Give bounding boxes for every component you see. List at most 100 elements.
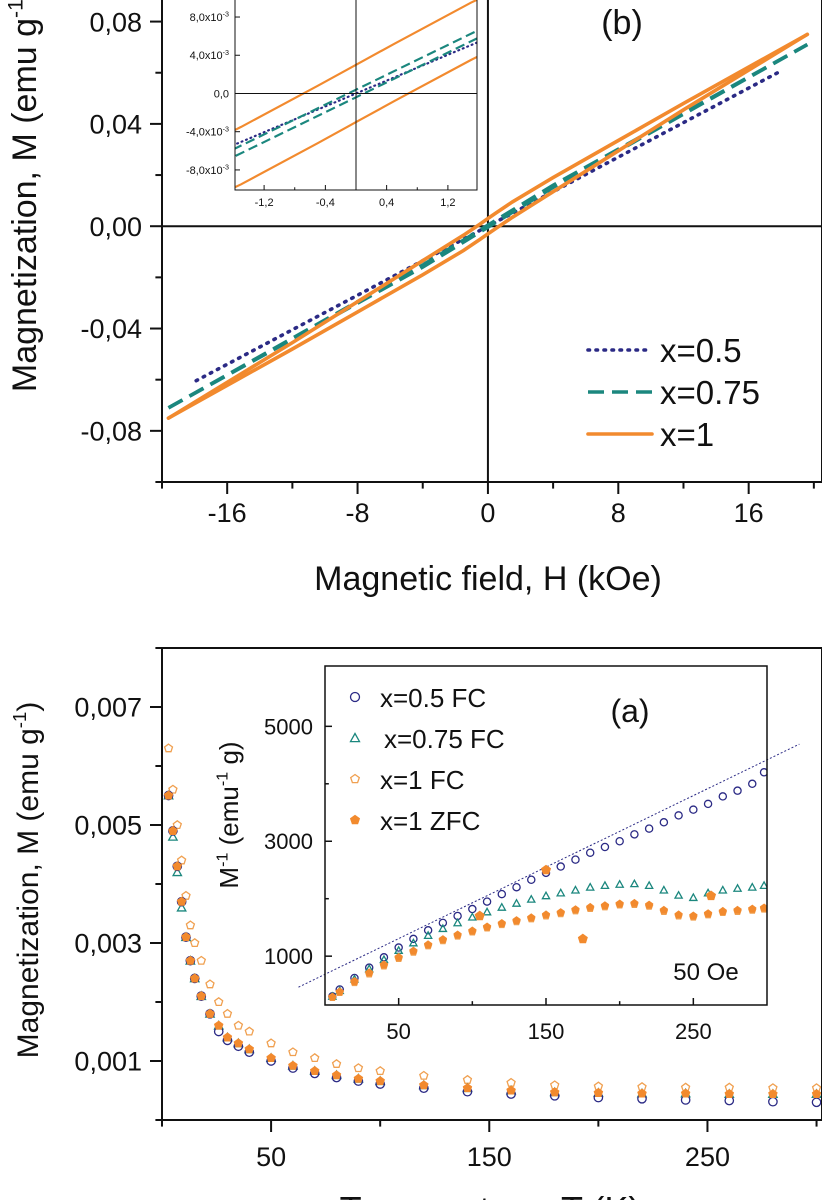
point-x=1 ZFC [189,973,200,983]
legend: x=0.5 x=0.75 x=1 [586,332,760,453]
label-part: Magnetization, M (emu g [6,18,44,392]
y-tick-label: 0,04 [89,110,142,140]
point-x=1 ZFC [394,952,403,961]
x-tick-label: 0,4 [379,197,394,209]
y-axis-label: Magnetization, M (emu g-1) [9,702,45,1059]
series-line-x=1 [166,32,810,420]
point-x=0.5 FC [497,889,507,899]
point-x=1 ZFC [205,1008,215,1018]
point-x=1 FC [222,1008,233,1018]
label-part: -1 [9,712,30,729]
point-x=1 ZFC [350,976,359,986]
point-x=0.5 FC [733,786,742,795]
label-part: M [214,867,244,889]
point-x=1 FC [353,1063,364,1073]
point-x=0.75 FC [759,880,767,890]
y-tick-label: -0,08 [80,417,142,447]
label-part: -3 [223,163,229,171]
point-x=0.75 FC [438,923,448,933]
point-x=0.5 FC [556,862,565,871]
point-x=1 FC [266,1038,276,1048]
point-x=0.5 FC [585,848,595,857]
point-x=1 FC [213,996,224,1007]
point-x=1 ZFC [266,1052,276,1063]
series-lines [166,32,810,420]
point-x=1 ZFC [288,1060,298,1070]
point-x=1 FC [375,1065,385,1076]
inset-b: -1,2 -0,4 0,4 1,2-8,0x10-3-4,0x10-30,04,0x1… [186,0,478,209]
x-tick-label: 250 [685,1142,730,1172]
point-x=0.5 FC [394,943,403,952]
point-x=0.5 FC [482,897,492,906]
y-tick-label: -4,0x10-3 [186,125,229,138]
legend-label: x=0.75 FC [384,724,505,754]
legend-label: x=1 [660,416,714,453]
legend-label: x=1 FC [380,765,465,795]
point-x=1 ZFC [497,918,506,927]
legend-marker [349,691,361,703]
point-x=0.5 FC [759,768,767,777]
y-tick-label: 4,0x10-3 [190,49,229,62]
point-x=1 ZFC [328,992,337,1001]
point-x=1 ZFC [541,910,551,919]
point-x=1 ZFC [586,902,595,911]
x-tick-label: 0 [480,498,495,528]
point-x=1 ZFC [680,1088,691,1098]
y-tick-label: 8,0x10-3 [190,11,229,24]
point-x=0.5 FC [630,830,639,839]
x-axis-label: Temperature, T (K) [340,1189,641,1200]
point-x=0.5 FC [768,1096,778,1107]
point-x=0.5 FC [512,882,521,892]
point-x=1 ZFC [233,1038,244,1048]
point-x=0.75 FC [673,890,684,899]
outlier-point [540,864,552,875]
point-x=0.5 FC [674,811,683,820]
x-tick-label: 50 [256,1142,286,1172]
point-x=1 ZFC [733,905,742,914]
y-tick-label: 0,08 [89,7,142,37]
y-tick-label: 3000 [264,829,313,854]
point-x=0.5 FC [718,792,728,801]
inset-series-points [327,768,767,1002]
point-x=1 ZFC [556,908,565,917]
x-tick-label: -8 [346,498,370,528]
point-x=0.75 FC [167,831,179,841]
point-x=1 ZFC [172,861,183,871]
point-x=0.75 FC [570,885,581,894]
point-x=0.75 FC [718,885,728,894]
y-tick-label: 0,007 [74,693,142,723]
legend-marker [349,732,361,743]
point-x=1 FC [419,1070,429,1080]
point-x=1 ZFC [335,987,344,996]
y-tick-label: 0,00 [89,212,142,242]
point-x=0.75 FC [585,882,595,891]
point-x=1 ZFC [181,932,191,942]
legend-marker [349,773,361,784]
point-x=1 ZFC [768,1088,778,1099]
y-tick-label: 0,0 [214,88,229,100]
point-x=1 ZFC [549,1087,560,1097]
point-x=0.75 FC [600,880,610,890]
point-x=1 ZFC [176,896,187,906]
point-x=1 ZFC [718,906,727,915]
point-x=1 ZFC [462,1083,473,1093]
point-x=1 ZFC [453,930,462,939]
x-tick-label: 50 [386,1019,410,1044]
point-x=0.75 FC [482,906,492,916]
point-x=1 ZFC [811,1088,822,1099]
point-x=0.75 FC [423,930,433,940]
point-x=1 FC [205,979,215,989]
point-x=1 ZFC [674,910,683,919]
point-x=0.75 FC [747,882,757,891]
series-points [163,743,822,1108]
point-x=0.75 FC [556,888,566,897]
point-x=1 ZFC [379,960,389,969]
point-x=0.75 FC [467,912,478,921]
point-x=1 FC [309,1052,320,1063]
x-tick-label: -0,4 [316,197,335,209]
point-x=0.75 FC [176,902,187,912]
point-x=0.75 FC [732,883,743,892]
label-part: -1 [4,0,27,18]
x-tick-label: -1,2 [255,197,274,209]
